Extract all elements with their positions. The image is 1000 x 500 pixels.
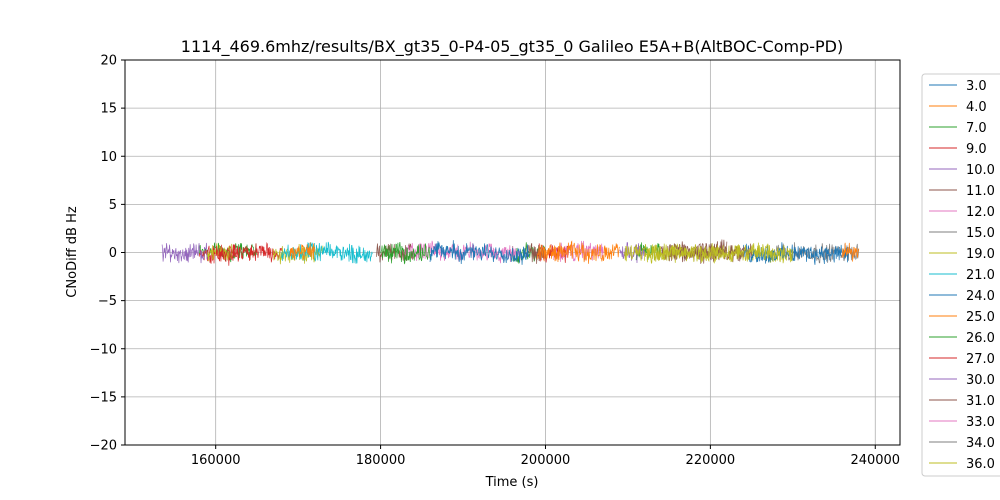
- legend-label: 34.0: [966, 436, 995, 451]
- x-tick-label: 240000: [850, 453, 900, 468]
- x-axis-label: Time (s): [485, 475, 539, 490]
- series-line: [207, 243, 233, 262]
- x-tick-label: 180000: [356, 453, 406, 468]
- x-tick-label: 220000: [686, 453, 736, 468]
- y-tick-label: −15: [90, 390, 117, 405]
- legend-label: 27.0: [966, 352, 995, 367]
- legend-label: 7.0: [966, 121, 987, 136]
- y-tick-label: −10: [90, 342, 117, 357]
- series-line: [281, 241, 373, 264]
- y-tick-label: −5: [98, 294, 117, 309]
- legend-label: 25.0: [966, 310, 995, 325]
- y-tick-label: 0: [109, 246, 117, 261]
- y-axis-label: CNoDiff dB Hz: [65, 206, 80, 298]
- series-line: [536, 240, 620, 264]
- series-line: [289, 242, 315, 261]
- x-tick-label: 200000: [521, 453, 571, 468]
- legend-label: 19.0: [966, 247, 995, 262]
- y-tick-label: 20: [100, 54, 117, 69]
- legend-label: 15.0: [966, 226, 995, 241]
- y-tick-label: 10: [100, 150, 117, 165]
- legend-label: 10.0: [966, 163, 995, 178]
- legend-label: 26.0: [966, 331, 995, 346]
- legend-label: 30.0: [966, 373, 995, 388]
- series-line: [644, 243, 794, 265]
- chart-title: 1114_469.6mhz/results/BX_gt35_0-P4-05_gt…: [181, 37, 843, 57]
- legend-label: 11.0: [966, 184, 995, 199]
- legend-label: 4.0: [966, 100, 987, 115]
- legend-label: 12.0: [966, 205, 995, 220]
- legend-label: 33.0: [966, 415, 995, 430]
- legend-label: 3.0: [966, 79, 987, 94]
- series-line: [215, 244, 241, 261]
- legend-frame: [921, 73, 1000, 477]
- legend-label: 36.0: [966, 457, 995, 472]
- plot-series: [161, 239, 860, 266]
- x-axis-ticks: 160000 180000 200000 220000 240000: [191, 445, 900, 468]
- series-line: [161, 242, 208, 264]
- y-tick-label: 5: [109, 198, 117, 213]
- y-tick-label: 15: [100, 102, 117, 117]
- legend: 3.0 4.0 7.0 9.0 10.0 11.0 12.0 15.0 19.0 21.0 24.0…: [921, 73, 1000, 477]
- series-line: [429, 240, 530, 265]
- y-tick-label: −20: [90, 439, 117, 454]
- x-tick-label: 160000: [191, 453, 241, 468]
- series-line: [841, 242, 860, 262]
- legend-label: 21.0: [966, 268, 995, 283]
- series-line: [380, 241, 431, 265]
- legend-label: 24.0: [966, 289, 995, 304]
- legend-label: 9.0: [966, 142, 987, 157]
- legend-label: 31.0: [966, 394, 995, 409]
- y-axis-ticks: −20 −15 −10 −5 0 5 10 15 20: [90, 54, 125, 454]
